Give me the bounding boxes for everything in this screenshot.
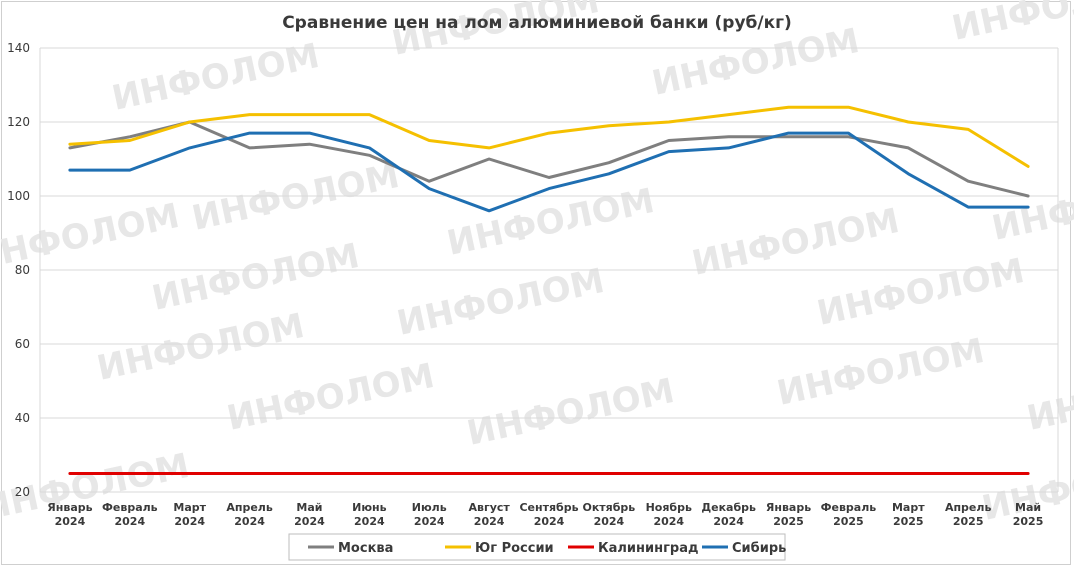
x-tick-label-year: 2024 [115, 515, 146, 528]
x-tick-label-year: 2024 [713, 515, 744, 528]
legend-label: Юг России [475, 541, 554, 556]
y-tick-label: 60 [15, 337, 30, 351]
y-tick-label: 100 [7, 189, 30, 203]
x-tick-label-month: Июль [412, 501, 447, 514]
x-tick-label-year: 2024 [414, 515, 445, 528]
watermark-text: ИНФОЛОМ [149, 236, 363, 319]
watermark-text: ИНФОЛОМ [649, 21, 863, 104]
x-tick-label-year: 2025 [833, 515, 864, 528]
y-tick-label: 40 [15, 411, 30, 425]
watermark-text: ИНФОЛОМ [689, 201, 903, 284]
legend-label: Сибирь [732, 541, 786, 556]
x-tick-label-year: 2024 [55, 515, 86, 528]
x-tick-label-month: Декабрь [701, 501, 756, 514]
series-line [68, 131, 1030, 213]
watermark-text: ИНФОЛОМ [814, 251, 1028, 334]
x-tick-label-month: Август [468, 501, 510, 514]
chart-title: Сравнение цен на лом алюминиевой банки (… [282, 13, 792, 33]
watermark-text: ИНФОЛОМ [94, 306, 308, 389]
legend-label: Москва [338, 541, 393, 556]
x-tick-label-month: Февраль [102, 501, 158, 514]
x-tick-label-year: 2024 [294, 515, 325, 528]
watermark-text: ИНФОЛОМ [189, 156, 403, 239]
x-tick-label-month: Апрель [945, 501, 992, 514]
watermark-text: ИНФОЛОМ [464, 371, 678, 454]
x-tick-label-month: Сентябрь [519, 501, 578, 514]
watermark-text: ИНФОЛОМ [1024, 356, 1074, 439]
y-axis-ticks: 20 40 60 80 100 120 140 [7, 41, 30, 499]
x-tick-label-month: Март [173, 501, 206, 514]
x-tick-label-month: Июнь [352, 501, 387, 514]
watermark-text: ИНФОЛОМ [949, 0, 1074, 49]
x-tick-label-year: 2024 [653, 515, 684, 528]
x-tick-label-month: Январь [766, 501, 811, 514]
x-tick-label-year: 2024 [534, 515, 565, 528]
x-tick-label-year: 2025 [1013, 515, 1044, 528]
x-tick-label-month: Март [892, 501, 925, 514]
x-tick-label-month: Ноябрь [646, 501, 692, 514]
x-tick-label-year: 2024 [354, 515, 385, 528]
x-tick-label-month: Октябрь [582, 501, 635, 514]
y-tick-label: 20 [15, 485, 30, 499]
grid-lines [39, 47, 1059, 493]
legend-label: Калининград [598, 541, 698, 556]
x-tick-label-year: 2024 [474, 515, 505, 528]
x-tick-label-year: 2025 [953, 515, 984, 528]
watermark-text: ИНФОЛОМ [394, 261, 608, 344]
x-tick-label-year: 2024 [174, 515, 205, 528]
x-tick-label-year: 2025 [893, 515, 924, 528]
x-tick-label-year: 2025 [773, 515, 804, 528]
y-tick-label: 80 [15, 263, 30, 277]
series-line [68, 105, 1030, 168]
x-tick-label-month: Май [296, 501, 322, 514]
y-tick-label: 120 [7, 115, 30, 129]
x-tick-label-year: 2024 [594, 515, 625, 528]
watermark-text: ИНФОЛОМ [444, 181, 658, 264]
x-tick-label-month: Май [1015, 501, 1041, 514]
watermark-text: ИНФОЛОМ [224, 356, 438, 439]
watermark-text: ИНФОЛОМ [774, 331, 988, 414]
x-tick-label-month: Апрель [226, 501, 273, 514]
x-tick-label-month: Февраль [821, 501, 877, 514]
series-lines [68, 105, 1030, 475]
legend: Москва Юг России Калининград Сибирь [288, 533, 786, 561]
x-tick-label-month: Январь [47, 501, 92, 514]
x-axis-ticks: Январь2024Февраль2024Март2024Апрель2024М… [47, 501, 1043, 528]
x-tick-label-year: 2024 [234, 515, 265, 528]
y-tick-label: 140 [7, 41, 30, 55]
